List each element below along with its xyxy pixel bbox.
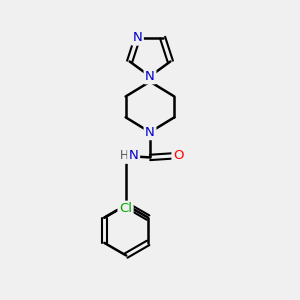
- Text: N: N: [133, 31, 142, 44]
- Text: Cl: Cl: [119, 202, 132, 215]
- Text: N: N: [145, 126, 155, 139]
- Text: N: N: [145, 70, 155, 83]
- Text: N: N: [129, 149, 139, 162]
- Text: O: O: [173, 149, 184, 162]
- Text: H: H: [120, 149, 129, 162]
